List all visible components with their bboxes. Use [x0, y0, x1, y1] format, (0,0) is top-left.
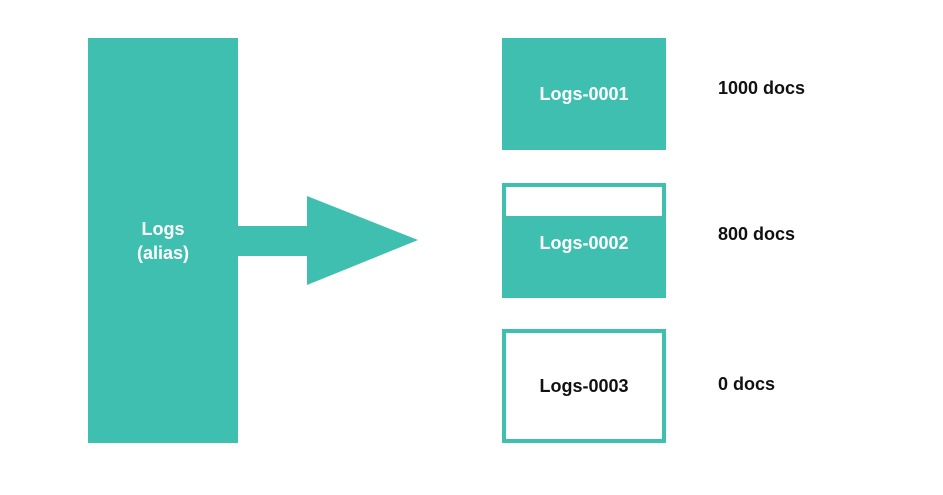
doc-count-3: 0 docs: [718, 374, 776, 394]
alias-subtitle: (alias): [136, 242, 190, 263]
arrow-shape: [238, 196, 418, 285]
index-label-2: Logs-0002: [539, 233, 629, 253]
index-box-1: Logs-0001: [502, 38, 666, 150]
index-label-3: Logs-0003: [539, 375, 629, 396]
index-label-1: Logs-0001: [539, 83, 629, 104]
index-box-3: Logs-0003: [502, 329, 666, 443]
doc-count-1: 1000 docs: [718, 78, 806, 98]
index-empty-space: [506, 187, 662, 216]
index-box-2: Logs-0002: [502, 183, 666, 298]
alias-block: Logs (alias): [88, 38, 238, 443]
doc-count-2: 800 docs: [718, 224, 796, 244]
alias-name: Logs: [141, 218, 185, 239]
